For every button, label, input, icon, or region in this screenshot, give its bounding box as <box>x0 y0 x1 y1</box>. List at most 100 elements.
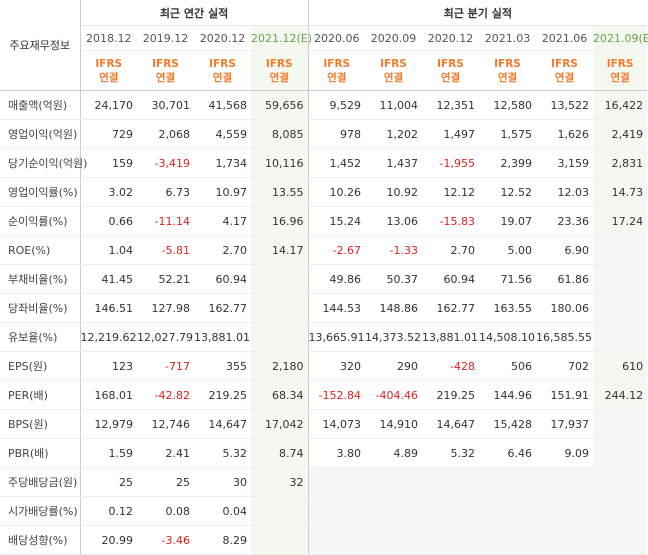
period-header: 2020.12 <box>194 25 251 51</box>
value-cell: 13,522 <box>536 90 594 120</box>
value-cell: 12,027.79 <box>137 322 194 352</box>
value-cell: 25 <box>80 467 137 497</box>
value-cell: 12,979 <box>80 409 137 439</box>
row-label: 매출액(억원) <box>0 90 81 120</box>
value-cell: -428 <box>422 351 480 381</box>
value-cell: 17,937 <box>536 409 594 439</box>
value-cell <box>593 293 648 323</box>
value-cell: 144.96 <box>479 380 537 410</box>
value-cell <box>593 409 648 439</box>
ifrs-label: IFRS <box>265 57 293 70</box>
value-cell: 1,734 <box>194 148 251 178</box>
ifrs-badge: IFRS 연결 <box>194 50 251 91</box>
value-cell: 5.00 <box>479 235 537 265</box>
value-cell: 49.86 <box>308 264 366 294</box>
row-label: 유보율(%) <box>0 322 81 352</box>
value-cell: 3,159 <box>536 148 594 178</box>
value-cell: -42.82 <box>137 380 194 410</box>
value-cell: 702 <box>536 351 594 381</box>
value-cell <box>365 496 423 526</box>
value-cell: 1,202 <box>365 119 423 149</box>
value-cell: 23.36 <box>536 206 594 236</box>
value-cell: 14,373.52 <box>365 322 423 352</box>
value-cell: 12,351 <box>422 90 480 120</box>
value-cell: 13.55 <box>251 177 309 207</box>
row-label: 배당성향(%) <box>0 525 81 555</box>
value-cell: 13,665.91 <box>308 322 366 352</box>
value-cell: 1.59 <box>80 438 137 468</box>
value-cell: 3.02 <box>80 177 137 207</box>
consolidated-label: 연결 <box>497 71 518 84</box>
period-header: 2021.09(E) <box>593 25 648 51</box>
value-cell: 14.17 <box>251 235 309 265</box>
value-cell: 25 <box>137 467 194 497</box>
value-cell: 4.17 <box>194 206 251 236</box>
value-cell <box>593 264 648 294</box>
value-cell: 0.66 <box>80 206 137 236</box>
table-row: 영업이익률(%) 3.02 6.73 10.97 13.55 10.26 10.92 12.1… <box>0 177 648 207</box>
value-cell: 2.70 <box>194 235 251 265</box>
ifrs-badge: IFRS 연결 <box>80 50 137 91</box>
value-cell: 14,647 <box>422 409 480 439</box>
value-cell: 6.73 <box>137 177 194 207</box>
value-cell: 1.04 <box>80 235 137 265</box>
row-label: 주당배당금(원) <box>0 467 81 497</box>
value-cell: 3.80 <box>308 438 366 468</box>
row-label: EPS(원) <box>0 351 81 381</box>
value-cell: 14,073 <box>308 409 366 439</box>
row-label: 부채비율(%) <box>0 264 81 294</box>
value-cell: 0.08 <box>137 496 194 526</box>
value-cell: 290 <box>365 351 423 381</box>
value-cell: 15,428 <box>479 409 537 439</box>
value-cell: 6.46 <box>479 438 537 468</box>
value-cell <box>422 496 480 526</box>
table-row: 매출액(억원) 24,170 30,701 41,568 59,656 9,529 11,0… <box>0 90 648 120</box>
ifrs-label: IFRS <box>323 57 351 70</box>
ifrs-label: IFRS <box>494 57 521 70</box>
value-cell <box>593 496 648 526</box>
ifrs-badge: IFRS 연결 <box>137 50 194 91</box>
consolidated-label: 연결 <box>440 71 461 84</box>
value-cell: 12,219.62 <box>80 322 137 352</box>
value-cell: 24,170 <box>80 90 137 120</box>
row-label: 순이익률(%) <box>0 206 81 236</box>
value-cell: 1,452 <box>308 148 366 178</box>
value-cell: 59,656 <box>251 90 309 120</box>
value-cell: 162.77 <box>422 293 480 323</box>
value-cell: 41,568 <box>194 90 251 120</box>
period-header: 2020.06 <box>308 25 366 51</box>
value-cell: 219.25 <box>194 380 251 410</box>
value-cell: 1,497 <box>422 119 480 149</box>
value-cell: -3.46 <box>137 525 194 555</box>
value-cell: 13,881.01 <box>422 322 480 352</box>
value-cell: 4.89 <box>365 438 423 468</box>
value-cell: 19.07 <box>479 206 537 236</box>
value-cell: 2,399 <box>479 148 537 178</box>
value-cell <box>251 293 309 323</box>
annual-group-header: 최근 연간 실적 <box>80 0 309 26</box>
value-cell: 8,085 <box>251 119 309 149</box>
value-cell: 8.29 <box>194 525 251 555</box>
table-row: 부채비율(%) 41.45 52.21 60.94 49.86 50.37 60.94 71.… <box>0 264 648 294</box>
value-cell: 148.86 <box>365 293 423 323</box>
value-cell: 11,004 <box>365 90 423 120</box>
value-cell <box>251 264 309 294</box>
value-cell: 9.09 <box>536 438 594 468</box>
value-cell: 2,831 <box>593 148 648 178</box>
value-cell: 1,626 <box>536 119 594 149</box>
table-row: 당좌비율(%) 146.51 127.98 162.77 144.53 148.86 162… <box>0 293 648 323</box>
value-cell <box>593 322 648 352</box>
value-cell <box>251 496 309 526</box>
table-row: 영업이익(억원) 729 2,068 4,559 8,085 978 1,202 1,497 1… <box>0 119 648 149</box>
value-cell: 320 <box>308 351 366 381</box>
value-cell: -1.33 <box>365 235 423 265</box>
row-label: ROE(%) <box>0 235 81 265</box>
table-row: PER(배) 168.01 -42.82 219.25 68.34 -152.84 -404… <box>0 380 648 410</box>
value-cell: 10.97 <box>194 177 251 207</box>
value-cell: 32 <box>251 467 309 497</box>
value-cell: 6.90 <box>536 235 594 265</box>
consolidated-label: 연결 <box>327 71 347 84</box>
value-cell <box>536 496 594 526</box>
value-cell: 162.77 <box>194 293 251 323</box>
